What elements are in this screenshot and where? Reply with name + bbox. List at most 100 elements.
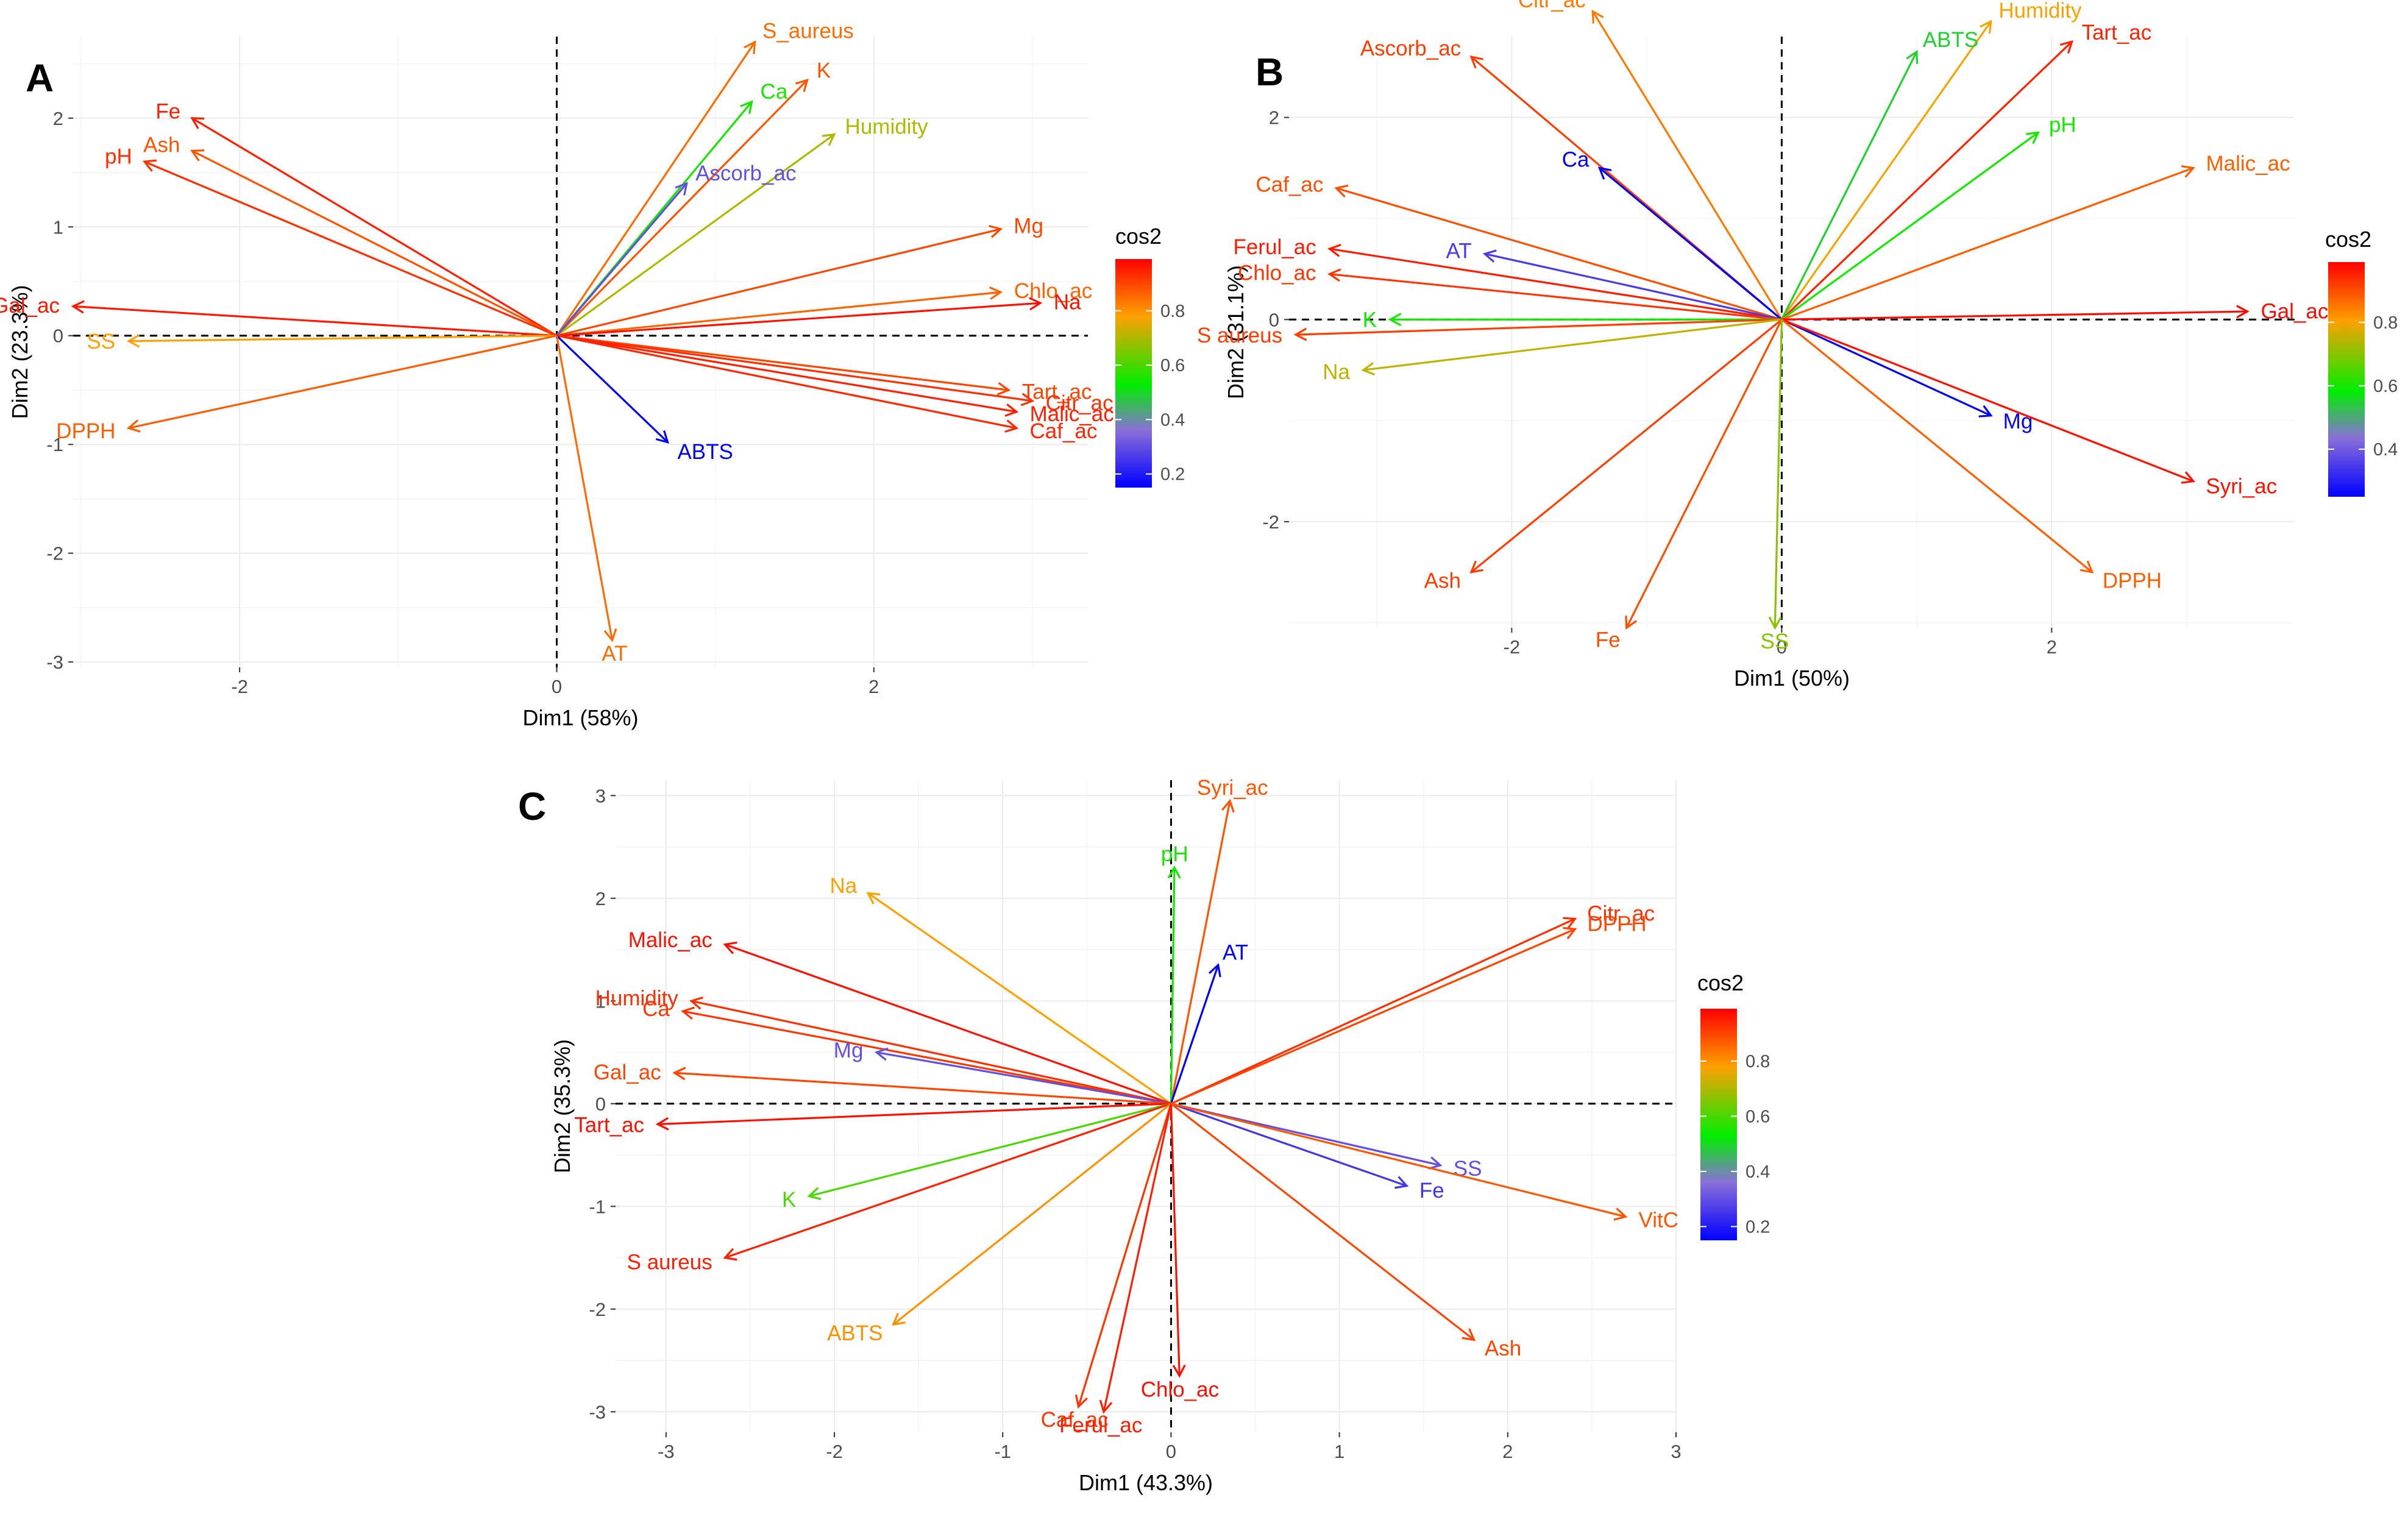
arrow-shaft — [556, 335, 669, 443]
variable-ash: Ash — [1170, 1103, 1521, 1360]
x-tick-label: -2 — [231, 676, 248, 697]
variable-fe: Fe — [155, 100, 558, 337]
variable-label: S_aureus — [762, 20, 854, 43]
variable-humidity: Humidity — [1781, 0, 2082, 321]
x-tick-label: -3 — [658, 1441, 675, 1462]
variable-abts: ABTS — [1780, 28, 1978, 320]
arrow-head — [689, 997, 703, 1010]
variable-label: AT — [1446, 240, 1472, 263]
variable-k: K — [556, 59, 831, 336]
arrow-shaft — [1103, 1103, 1172, 1412]
variable-humidity: Humidity — [556, 115, 928, 337]
variable-label: Ascorb_ac — [1360, 37, 1461, 60]
arrow-head — [1029, 297, 1043, 311]
x-axis-title: Dim1 (58%) — [522, 705, 638, 730]
arrow-shaft — [1781, 318, 1992, 417]
variable-chlo-ac: Chlo_ac — [1238, 261, 1782, 321]
legend-colorbar — [1700, 1009, 1737, 1240]
variable-na: Na — [1323, 318, 1782, 384]
arrow-shaft — [555, 335, 614, 641]
arrow-head — [1613, 1207, 1628, 1221]
variable-label: Citr_ac — [1587, 901, 1655, 925]
arrow-head — [1625, 615, 1638, 630]
variable-chlo-ac: Chlo_ac — [1141, 1103, 1219, 1401]
variable-dpph: DPPH — [1170, 912, 1647, 1105]
arrow-head — [1020, 393, 1035, 407]
arrow-head — [1563, 917, 1577, 929]
y-tick-label: -1 — [46, 434, 63, 455]
variable-label: Ca — [761, 80, 788, 104]
arrow-head — [190, 149, 205, 162]
variable-label: SS — [87, 330, 115, 354]
y-axis-title: Dim2 (35.3%) — [550, 1039, 575, 1173]
arrow-head — [744, 40, 756, 54]
grid — [616, 780, 1677, 1432]
arrow-shaft — [556, 79, 808, 336]
y-axis-title: Dim2 (23.3%) — [7, 285, 32, 419]
variable-label: Malic_ac — [1030, 402, 1114, 426]
variable-ash: Ash — [143, 133, 558, 337]
arrow-head — [1167, 865, 1181, 879]
variable-mg: Mg — [1781, 318, 2033, 433]
variable-label: Mg — [834, 1039, 864, 1062]
variable-label: Mg — [1014, 215, 1043, 238]
arrow-head — [190, 117, 205, 129]
arrow-shaft — [1781, 319, 2093, 574]
arrow-shaft — [1470, 319, 1783, 574]
arrow-shaft — [1170, 1103, 1181, 1376]
variable-label: Citr_ac — [1046, 391, 1113, 415]
variable-label: Tart_ac — [1022, 380, 1092, 404]
variable-dpph: DPPH — [56, 335, 557, 443]
variable-gal-ac: Gal_ac — [0, 294, 557, 337]
variable-label: Citr_ac — [1518, 0, 1586, 12]
variable-k: K — [1363, 308, 1782, 332]
legend-tick-label: 0.6 — [1746, 1107, 1770, 1126]
x-tick-label: 0 — [1166, 1441, 1176, 1462]
variable-label: AT — [1223, 940, 1248, 964]
arrow-shaft — [556, 335, 1033, 402]
variable-label: Ash — [1424, 569, 1461, 593]
variable-tart-ac: Tart_ac — [574, 1103, 1171, 1137]
variable-label: Ash — [1485, 1337, 1521, 1360]
arrow-shaft — [1774, 319, 1783, 628]
variable-label: Humidity — [1998, 0, 2082, 23]
arrow-head — [1388, 313, 1402, 327]
variable-label: K — [1363, 308, 1377, 332]
arrow-head — [1099, 1399, 1113, 1414]
arrow-head — [681, 1006, 695, 1020]
variable-label: S aureus — [627, 1251, 712, 1274]
arrow-shaft — [1484, 252, 1782, 321]
y-tick-label: 3 — [595, 785, 606, 806]
variable-label: ABTS — [677, 440, 733, 464]
variable-ca: Ca — [1562, 147, 1783, 321]
y-tick-label: 0 — [595, 1093, 606, 1115]
variable-label: Caf_ac — [1256, 172, 1324, 196]
variable-ph: pH — [105, 145, 558, 337]
variable-label: Gal_ac — [594, 1061, 661, 1084]
arrow-shaft — [867, 892, 1172, 1105]
variable-ss: SS — [1760, 319, 1789, 653]
arrow-head — [71, 300, 85, 314]
x-axis-title: Dim1 (50%) — [1734, 666, 1850, 691]
arrow-shaft — [1780, 51, 1918, 320]
variable-label: ABTS — [1923, 28, 1978, 52]
variable-label: Gal_ac — [2261, 300, 2328, 324]
legend-tick-label: 0.8 — [1746, 1052, 1770, 1072]
arrow-head — [723, 1248, 737, 1261]
variable-ferul-ac: Ferul_ac — [1234, 235, 1782, 321]
variable-label: Na — [829, 874, 857, 898]
arrow-shaft — [876, 1051, 1171, 1105]
y-tick-label: -3 — [589, 1401, 606, 1423]
arrow-head — [740, 100, 753, 114]
arrow-shaft — [1170, 1103, 1475, 1341]
variable-label: Humidity — [595, 987, 679, 1011]
variable-vitc: VitC — [1171, 1103, 1678, 1232]
arrow-shaft — [1171, 1103, 1626, 1218]
panel-c: C -3 -2 -1 0 1 2 3 -3 -2 -1 0 1 2 3 Dim1 (43.3%) Dim2 (3… — [518, 776, 1770, 1495]
variable-label: Syri_ac — [2206, 475, 2277, 499]
variable-label: Ash — [143, 133, 180, 157]
